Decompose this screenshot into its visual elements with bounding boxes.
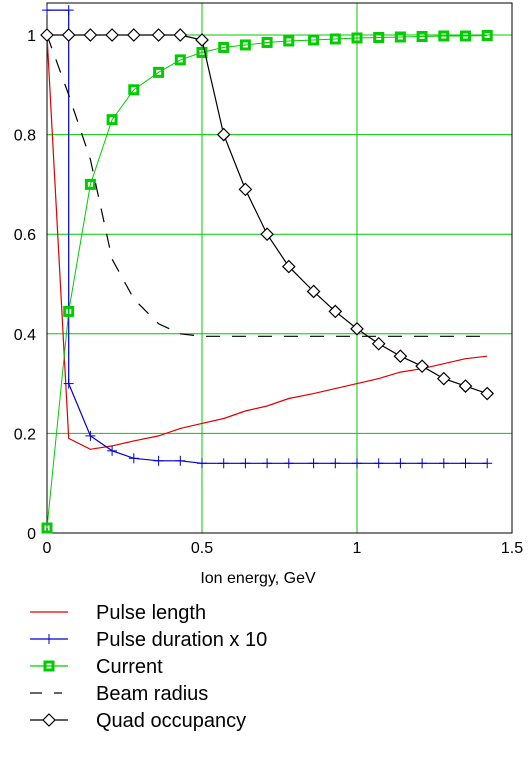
legend-item: Pulse length [30,602,206,624]
series-line [47,34,488,395]
plot-frame [46,2,513,534]
data-point [153,66,165,78]
series-quad-occupancy [40,28,495,401]
legend-label: Beam radius [96,683,208,705]
data-point [43,660,55,672]
data-point [394,31,406,43]
data-point [438,30,450,42]
data-point [42,713,56,727]
data-point [261,36,273,48]
data-point [371,336,386,351]
series-line [46,35,488,529]
series-layer [40,5,495,534]
data-point [83,28,98,42]
data-point [308,34,320,46]
series-line [46,34,488,337]
data-point [61,28,76,42]
y-tick-label: 0.6 [14,227,36,244]
data-point [174,54,186,66]
y-tick-label: 1 [27,28,36,45]
data-point [126,28,141,42]
data-point [41,522,53,534]
data-point [151,28,166,42]
data-point [306,284,321,299]
legend-label: Pulse length [96,602,206,624]
series-pulse-duration-x-10 [42,5,493,469]
y-tick-label: 0.2 [14,426,36,443]
data-point [351,32,363,44]
data-point [328,304,343,319]
legend: Pulse length Pulse duration x 10 Current Be… [30,602,267,732]
legend-label: Quad occupancy [96,710,246,732]
data-point [128,84,140,96]
data-point [40,28,54,42]
tick-labels: 0 0.5 1 1.5 0 0.2 0.4 0.6 0.8 1 [14,28,523,557]
series-line [47,9,488,464]
x-tick-label: 1.5 [501,540,523,557]
data-point [84,178,96,190]
x-tick-label: 1 [353,540,362,557]
data-point [329,33,341,45]
data-point [481,29,493,41]
y-tick-label: 0.4 [14,327,36,344]
data-point [393,349,408,364]
data-point [239,39,251,51]
series-beam-radius [46,34,488,337]
legend-label: Current [96,656,163,678]
data-point [415,359,429,374]
data-point [436,371,451,386]
legend-item: Beam radius [30,683,208,705]
data-point [373,31,385,43]
legend-item: Pulse duration x 10 [30,629,267,651]
data-point [105,28,119,42]
legend-label: Pulse duration x 10 [96,629,267,651]
series-pulse-length [46,34,488,450]
data-point [106,114,118,126]
data-point [350,321,364,336]
series-line [46,34,488,450]
data-point [260,227,274,242]
data-point [460,30,471,42]
legend-item: Quad occupancy [30,710,246,732]
x-axis-title: Ion energy, GeV [200,570,316,587]
data-point [216,127,231,142]
data-point [195,33,209,47]
x-tick-label: 0.5 [191,540,213,557]
data-point [63,305,75,317]
data-point [480,386,495,401]
y-tick-label: 0 [27,526,36,543]
data-point [238,182,253,197]
data-point [196,46,208,58]
x-tick-label: 0 [43,540,52,557]
data-point [416,30,428,42]
data-point [458,379,473,393]
series-current [41,29,493,534]
y-tick-label: 0.8 [14,128,36,145]
data-point [281,259,296,274]
legend-item: Current [30,656,163,678]
data-point [283,35,295,47]
data-point [218,41,230,53]
data-point [173,28,188,42]
